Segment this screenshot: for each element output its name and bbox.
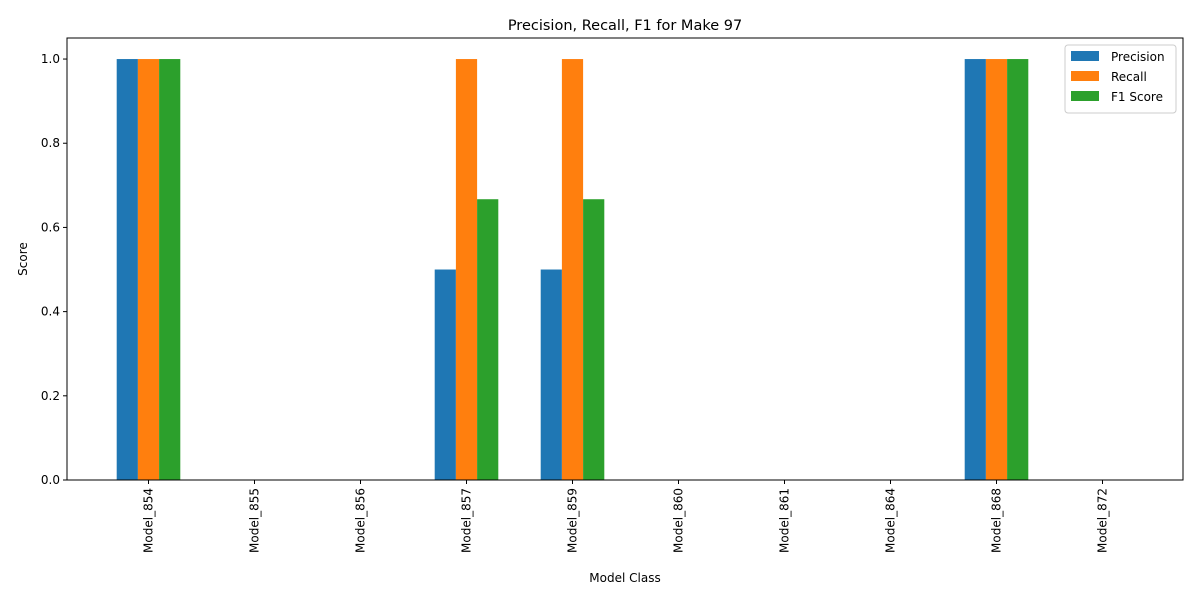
x-tick-label: Model_872 [1096, 488, 1110, 553]
plot-frame [66, 37, 1184, 481]
bar-precision-model_859 [540, 269, 562, 480]
x-axis-title: Model Class [589, 571, 660, 585]
bar-f1-score-model_857 [477, 199, 499, 480]
chart-title: Precision, Recall, F1 for Make 97 [508, 18, 742, 34]
bar-f1-score-model_859 [583, 199, 605, 480]
x-tick-label: Model_857 [460, 488, 474, 553]
x-tick-label: Model_854 [142, 488, 156, 553]
x-tick-label: Model_855 [248, 488, 262, 553]
y-tick-label: 0.6 [41, 220, 60, 234]
y-tick-label: 0.8 [41, 136, 60, 150]
y-axis: 0.0 0.2 0.4 0.6 0.8 1.0 [41, 52, 67, 487]
y-tick-label: 0.4 [41, 305, 60, 319]
x-axis: Model_854 Model_855 Model_856 Model_857 Mode… [142, 480, 1110, 553]
bar-recall-model_859 [561, 59, 584, 481]
legend-label: Precision [1111, 50, 1165, 64]
x-tick-label: Model_868 [990, 488, 1004, 553]
y-tick-label: 0.2 [41, 389, 60, 403]
x-tick-label: Model_856 [354, 488, 368, 553]
bars-group [116, 59, 1029, 481]
bar-precision-model_854 [116, 59, 138, 481]
legend-label: F1 Score [1111, 90, 1163, 104]
y-tick-label: 1.0 [41, 52, 60, 66]
legend-swatch [1071, 91, 1099, 101]
bar-f1-score-model_868 [1007, 59, 1029, 481]
bar-recall-model_857 [455, 59, 478, 481]
bar-precision-model_868 [964, 59, 986, 481]
y-tick-label: 0.0 [41, 473, 60, 487]
bar-recall-model_868 [985, 59, 1008, 481]
bar-f1-score-model_854 [159, 59, 181, 481]
x-tick-label: Model_859 [566, 488, 580, 553]
legend-swatch [1071, 71, 1099, 81]
bar-recall-model_854 [137, 59, 160, 481]
x-tick-label: Model_860 [672, 488, 686, 553]
x-tick-label: Model_864 [884, 488, 898, 553]
y-axis-title: Score [16, 242, 30, 276]
legend: Precision Recall F1 Score [1064, 44, 1177, 114]
legend-swatch [1071, 51, 1099, 61]
bar-precision-model_857 [434, 269, 456, 480]
x-tick-label: Model_861 [778, 488, 792, 553]
legend-label: Recall [1111, 70, 1147, 84]
